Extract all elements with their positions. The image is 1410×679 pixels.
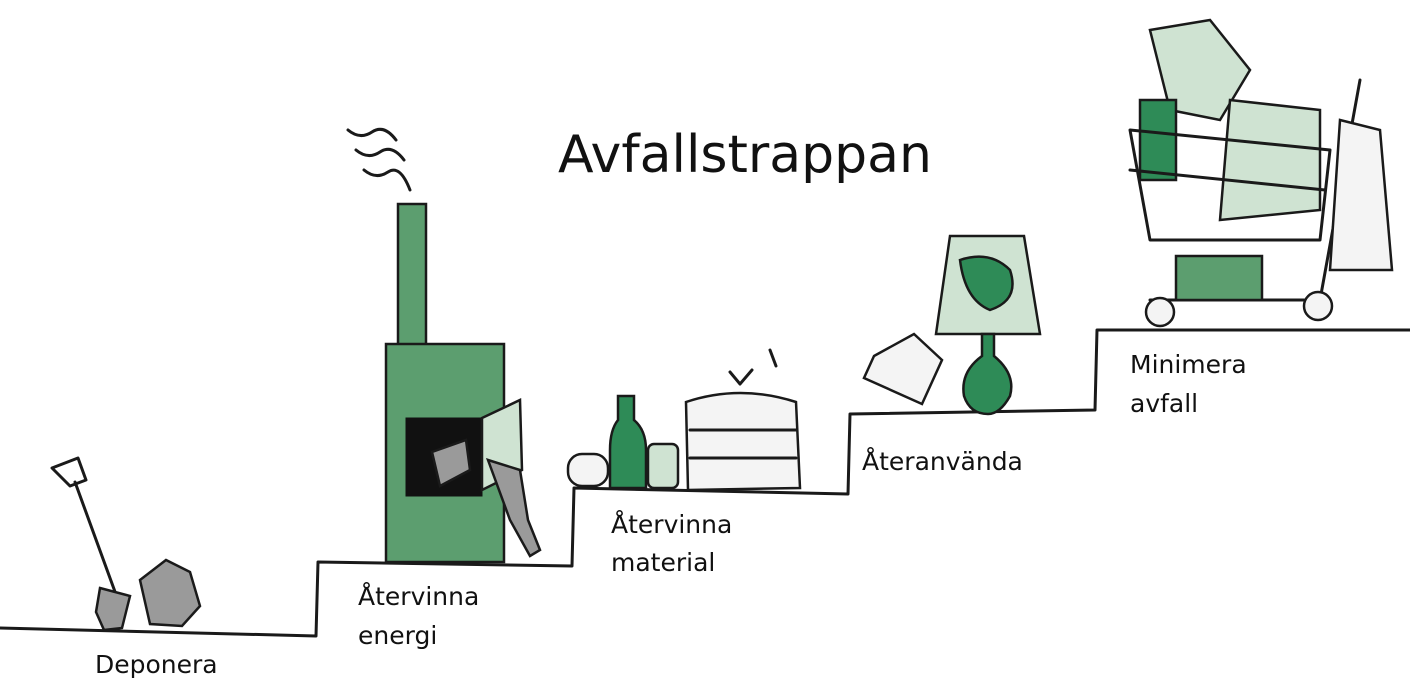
diagram: Avfallstrappan Deponera Återvinna energi… [0, 0, 1410, 679]
step-label: Återanvända [862, 447, 1023, 476]
step-label: Återvinna [611, 510, 732, 539]
recyclables [568, 350, 800, 490]
step-label: energi [358, 621, 437, 650]
shovel-rocks [52, 458, 200, 630]
incinerator [348, 129, 540, 562]
page: Avfallstrappan Deponera Återvinna energi… [0, 0, 1410, 679]
step-label: Deponera [95, 650, 218, 679]
title: Avfallstrappan [558, 125, 932, 185]
step-label: Återvinna [358, 582, 479, 611]
shopping-cart [1130, 20, 1392, 326]
step-label: avfall [1130, 389, 1198, 418]
step-label: Minimera [1130, 350, 1247, 379]
lamp [864, 236, 1040, 414]
step-label: material [611, 548, 715, 577]
